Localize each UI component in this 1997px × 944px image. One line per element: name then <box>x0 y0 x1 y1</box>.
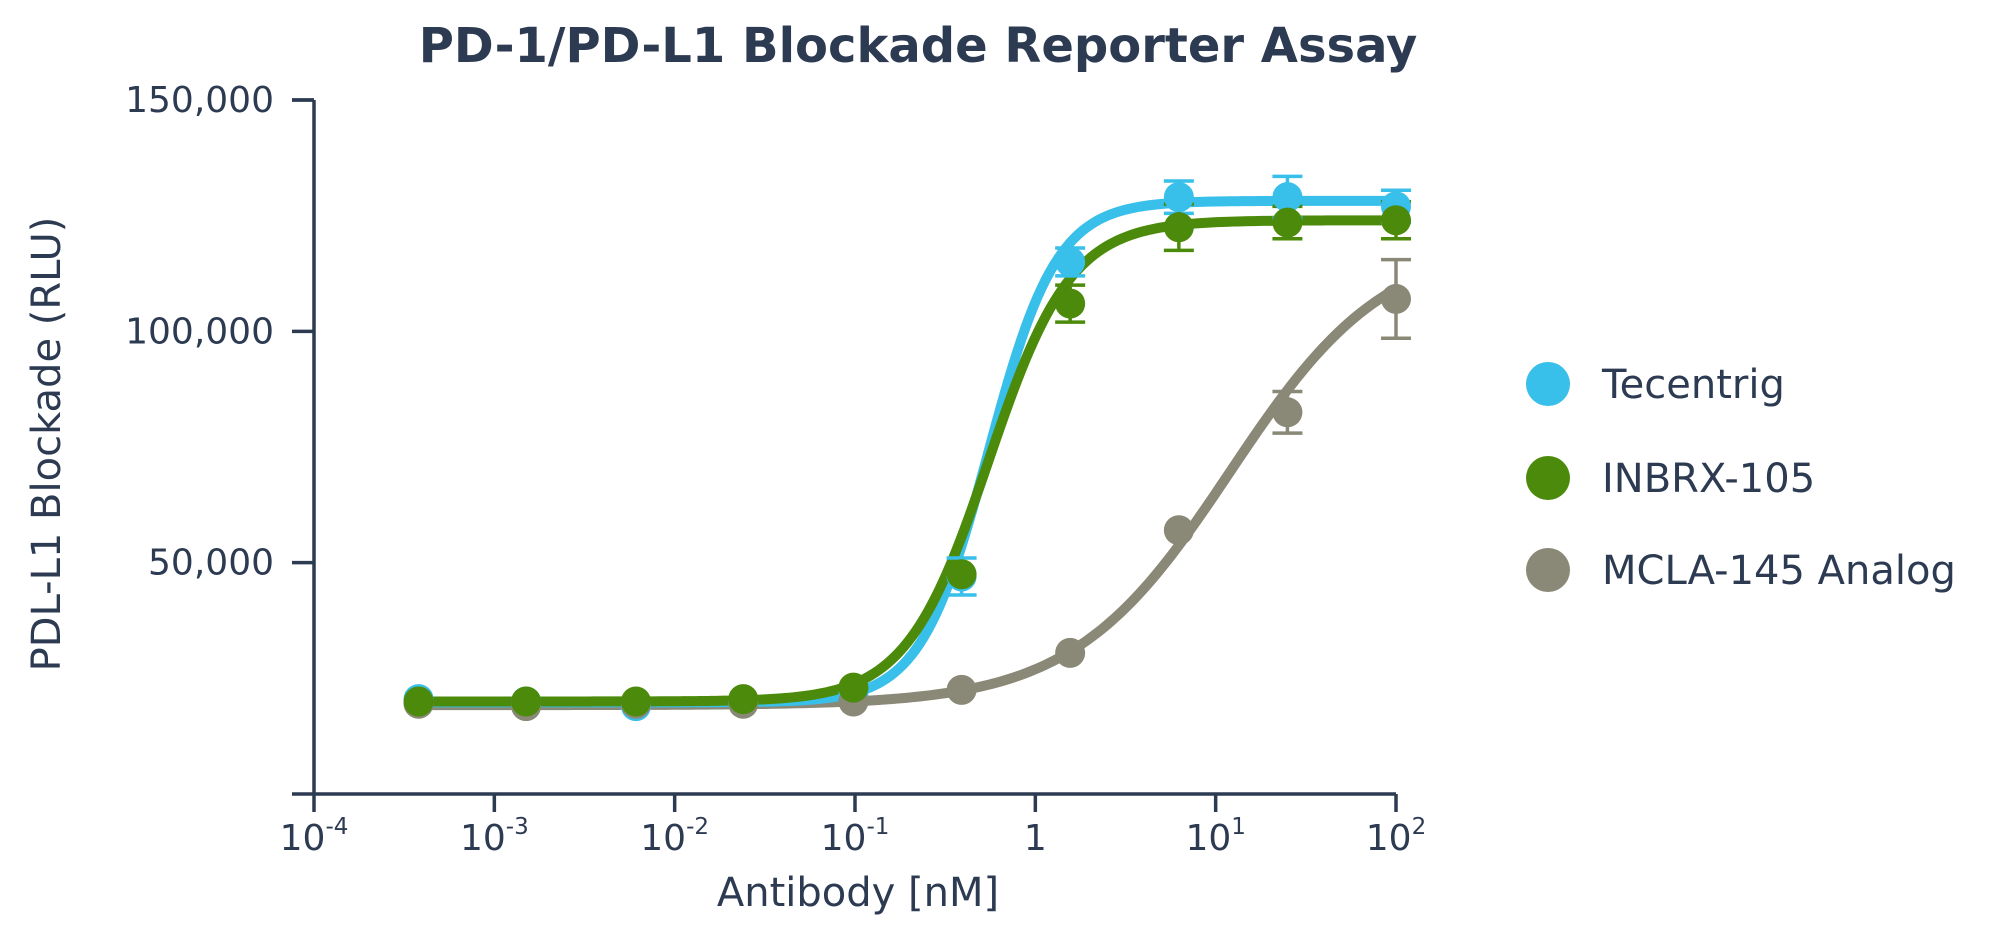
legend-label: Tecentrig <box>1601 362 1785 408</box>
fit-curves <box>413 195 1401 711</box>
legend-item: Tecentrig <box>1526 362 1785 408</box>
x-tick-label: 1 <box>1024 818 1047 859</box>
data-point <box>728 684 759 715</box>
legend-marker <box>1526 362 1570 406</box>
data-points <box>403 182 1411 722</box>
data-point <box>1163 212 1194 243</box>
data-point <box>1272 397 1303 428</box>
legend-item: MCLA-145 Analog <box>1526 548 1956 594</box>
legend-label: MCLA-145 Analog <box>1602 548 1956 594</box>
data-point <box>946 674 977 705</box>
data-point <box>838 672 869 703</box>
legend-marker <box>1526 548 1570 592</box>
y-tick-label: 150,000 <box>125 80 274 121</box>
x-tick-label: 101 <box>1185 814 1245 859</box>
y-tick-label: 50,000 <box>148 543 274 584</box>
data-point <box>946 559 977 590</box>
x-tick-label: 10-4 <box>280 814 349 859</box>
data-point <box>403 686 434 717</box>
y-axis-label: PDL-L1 Blockade (RLU) <box>24 217 70 672</box>
y-ticks: 50,000 100,000 150,000 <box>125 80 314 584</box>
x-axis-label: Antibody [nM] <box>717 870 999 916</box>
axes <box>292 100 1396 796</box>
data-point <box>620 686 651 717</box>
legend-label: INBRX-105 <box>1602 456 1815 502</box>
x-tick-label: 10-2 <box>640 814 709 859</box>
x-tick-label: 10-1 <box>821 814 890 859</box>
data-point <box>1163 182 1194 213</box>
data-point <box>1055 246 1086 277</box>
data-point <box>1381 205 1411 236</box>
x-tick-label: 102 <box>1366 814 1426 859</box>
data-point <box>1381 283 1411 314</box>
y-tick-label: 100,000 <box>125 311 274 352</box>
chart-title: PD-1/PD-L1 Blockade Reporter Assay <box>419 18 1418 74</box>
legend-item: INBRX-105 <box>1526 456 1815 502</box>
data-point <box>1055 637 1086 668</box>
legend: Tecentrig INBRX-105 MCLA-145 Analog <box>1526 362 1956 594</box>
data-point <box>1272 182 1303 213</box>
data-point <box>511 686 542 717</box>
x-ticks: 10-4 10-3 10-2 10-1 1 101 102 <box>280 794 1426 859</box>
data-point <box>1163 515 1194 546</box>
legend-marker <box>1526 456 1570 500</box>
fit-curve-inbrx-105 <box>413 215 1401 707</box>
x-tick-label: 10-3 <box>460 814 529 859</box>
data-point <box>1272 207 1303 238</box>
data-point <box>1055 288 1086 319</box>
